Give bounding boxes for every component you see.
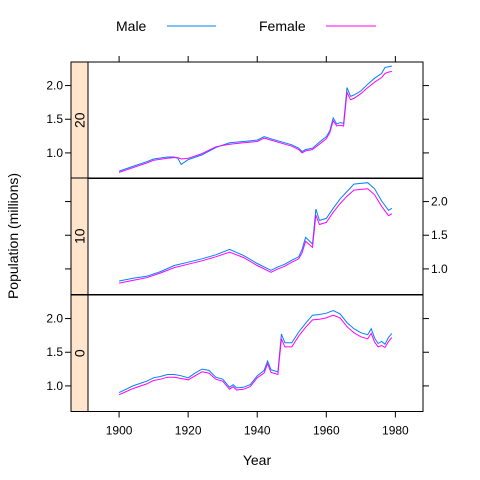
x-tick-label-1920: 1920 — [175, 424, 202, 438]
y-tick-label-20-1.5: 1.5 — [46, 112, 63, 126]
y-tick-label-0-1.5: 1.5 — [46, 345, 63, 359]
series-line-female-panel-10 — [119, 188, 393, 284]
legend: Male Female — [116, 18, 376, 34]
series-line-female-panel-20 — [118, 70, 393, 173]
y-tick-label-0-2: 2.0 — [46, 312, 63, 326]
y-axis-label: Population (millions) — [5, 173, 21, 299]
legend-label-male: Male — [116, 18, 147, 34]
x-tick-label-1960: 1960 — [313, 424, 340, 438]
y-tick-label-10-1.5: 1.5 — [431, 228, 448, 242]
panel-border-20 — [70, 61, 424, 179]
y-tick-label-0-1: 1.0 — [46, 379, 63, 393]
strip-20 — [71, 62, 88, 179]
strip-label-20: 20 — [72, 112, 88, 128]
strip-label-0: 0 — [72, 349, 88, 357]
strip-10 — [71, 178, 88, 295]
y-tick-label-10-2: 2.0 — [431, 195, 448, 209]
x-tick-label-1940: 1940 — [244, 424, 271, 438]
x-tick-label-1980: 1980 — [382, 424, 409, 438]
legend-label-female: Female — [259, 18, 306, 34]
strip-label-10: 10 — [72, 228, 88, 244]
panels-group: 20 1.0 1.5 2.0 10 1.0 1.5 2.0 0 1.0 1.5 2.0 — [46, 61, 448, 412]
panel-20: 20 1.0 1.5 2.0 — [46, 61, 429, 179]
series-line-female-panel-0 — [118, 314, 393, 396]
series-line-male-panel-20 — [118, 65, 393, 172]
panel-0: 0 1.0 1.5 2.0 — [46, 294, 429, 412]
panel-border-10 — [70, 177, 424, 295]
x-tick-label-1900: 1900 — [106, 424, 133, 438]
strip-0 — [71, 295, 88, 412]
x-axis-label: Year — [243, 452, 272, 468]
y-tick-label-20-1: 1.0 — [46, 146, 63, 160]
y-tick-label-20-2: 2.0 — [46, 79, 63, 93]
panel-10: 10 1.0 1.5 2.0 — [65, 177, 448, 295]
y-tick-label-10-1: 1.0 — [431, 262, 448, 276]
series-line-male-panel-10 — [119, 182, 393, 282]
x-axis: 1900 1920 1940 1960 1980 — [106, 56, 409, 438]
series-line-male-panel-0 — [118, 309, 393, 394]
panel-border-0 — [70, 294, 424, 412]
